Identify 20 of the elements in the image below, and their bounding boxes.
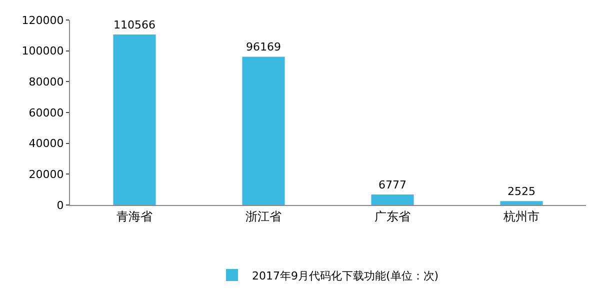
bar — [371, 194, 414, 205]
bar — [500, 201, 543, 205]
data-label: 2525 — [508, 185, 536, 198]
data-label: 110566 — [114, 18, 156, 32]
x-tick-label: 广东省 — [374, 209, 410, 224]
bar — [113, 34, 156, 205]
x-tick-label: 杭州市 — [502, 209, 540, 224]
data-label: 6777 — [378, 178, 407, 192]
x-tick-label: 浙江省 — [246, 209, 282, 224]
x-tick-label: 青海省 — [116, 209, 152, 224]
legend-label: 2017年9月代码化下载功能(单位：次) — [252, 269, 439, 282]
data-label: 96169 — [246, 40, 281, 54]
y-tick-label: 120000 — [22, 14, 64, 27]
y-tick-label: 60000 — [28, 106, 64, 120]
y-tick-label: 40000 — [28, 137, 64, 150]
y-tick-label: 100000 — [22, 44, 64, 58]
y-tick-label: 0 — [56, 198, 64, 212]
y-tick-label: 80000 — [28, 76, 64, 89]
y-tick-label: 20000 — [28, 168, 64, 182]
bar — [242, 56, 285, 205]
